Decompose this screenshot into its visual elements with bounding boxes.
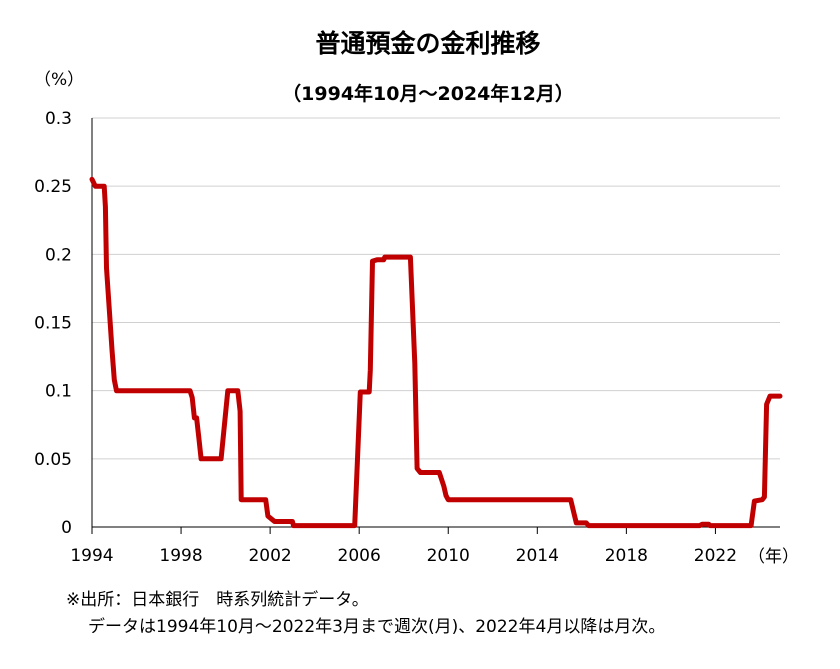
x-axis-unit-label: （年） [748, 547, 799, 567]
x-tick-label: 2002 [248, 546, 291, 566]
interest-rate-chart: 普通預金の金利推移 （1994年10月～2024年12月） （%） 00.050… [34, 29, 799, 567]
source-note: ※出所：日本銀行 時系列統計データ。 [66, 590, 369, 610]
series-layer [89, 176, 783, 529]
interest-rate-line [89, 176, 783, 529]
x-tick-label: 2006 [338, 546, 381, 566]
chart-title: 普通預金の金利推移 [315, 29, 540, 58]
x-tick-label: 2018 [605, 546, 648, 566]
y-tick-label: 0.25 [34, 177, 72, 197]
data-frequency-note: データは1994年10月～2022年3月まで週次(月)、2022年4月以降は月次… [88, 617, 666, 637]
x-tick-label: 2014 [516, 546, 559, 566]
gridlines [92, 117, 780, 460]
x-tick-label: 1994 [70, 546, 113, 566]
x-tick-label: 2010 [427, 546, 470, 566]
chart-subtitle: （1994年10月～2024年12月） [282, 82, 574, 105]
y-tick-label: 0.15 [34, 314, 72, 334]
y-tick-label: 0.05 [34, 450, 72, 470]
x-tick-label: 1998 [159, 546, 202, 566]
x-tick-label: 2022 [694, 546, 737, 566]
y-axis-ticks: 0 0.05 0.1 0.15 0.2 0.25 0.3 [34, 109, 72, 538]
x-axis-ticks: 1994 1998 2002 2006 2010 2014 2018 2022 [70, 527, 737, 566]
y-tick-label: 0 [61, 518, 72, 538]
y-tick-label: 0.3 [45, 109, 72, 129]
y-tick-label: 0.1 [45, 382, 72, 402]
y-tick-label: 0.2 [45, 245, 72, 265]
y-axis-unit-label: （%） [34, 70, 84, 90]
